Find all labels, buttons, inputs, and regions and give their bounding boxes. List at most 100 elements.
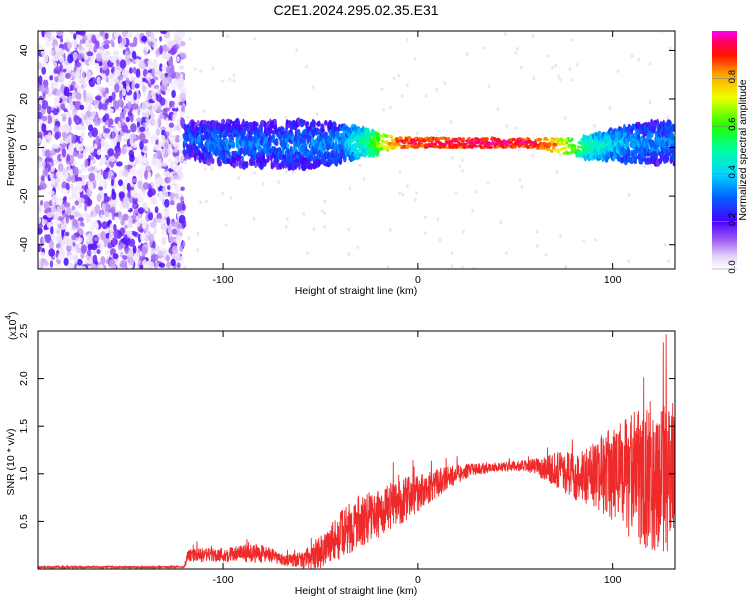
noise-blob bbox=[155, 128, 161, 136]
noise-blob bbox=[45, 149, 51, 158]
signal-mark bbox=[447, 137, 450, 141]
noise-blob bbox=[75, 92, 82, 100]
noise-blob bbox=[91, 127, 99, 138]
noise-blob bbox=[94, 204, 101, 214]
noise-blob bbox=[627, 193, 631, 197]
noise-blob bbox=[168, 57, 174, 66]
signal-mark bbox=[230, 135, 234, 140]
noise-blob bbox=[57, 31, 64, 37]
noise-blob bbox=[61, 175, 67, 182]
noise-blob bbox=[68, 154, 75, 165]
signal-mark bbox=[580, 145, 583, 149]
noise-blob bbox=[150, 197, 158, 205]
noise-blob bbox=[487, 84, 491, 89]
noise-blob bbox=[82, 70, 86, 79]
noise-blob bbox=[56, 197, 63, 206]
noise-blob bbox=[60, 103, 66, 111]
colorbar-ticks: 0.0 0.2 0.4 0.6 0.8 bbox=[712, 70, 738, 274]
noise-blob bbox=[405, 37, 409, 42]
y-tick-label: 2.0 bbox=[18, 371, 30, 386]
noise-blob bbox=[94, 172, 101, 182]
noise-blob bbox=[73, 255, 78, 264]
noise-blob bbox=[71, 193, 77, 200]
noise-blob bbox=[210, 166, 214, 171]
y-tick-label: -40 bbox=[18, 237, 30, 252]
snr-series-line bbox=[38, 334, 675, 569]
noise-blob bbox=[67, 53, 74, 64]
noise-blob bbox=[92, 159, 96, 164]
noise-blob bbox=[122, 213, 129, 221]
noise-blob bbox=[347, 252, 351, 256]
noise-blob bbox=[323, 225, 326, 230]
noise-blob bbox=[627, 259, 630, 264]
noise-blob bbox=[45, 85, 49, 95]
noise-blob bbox=[499, 220, 502, 225]
noise-blob bbox=[535, 229, 539, 234]
signal-mark bbox=[561, 138, 564, 143]
signal-mark bbox=[390, 135, 394, 139]
noise-blob bbox=[163, 46, 170, 52]
noise-blob bbox=[503, 32, 507, 36]
noise-blob bbox=[108, 118, 114, 126]
noise-blob bbox=[57, 253, 64, 261]
noise-blob bbox=[38, 75, 43, 85]
noise-blob bbox=[130, 123, 137, 133]
noise-blob bbox=[147, 212, 154, 221]
signal-mark bbox=[254, 127, 259, 133]
noise-blob bbox=[90, 182, 94, 188]
noise-blob bbox=[143, 263, 149, 269]
signal-mark bbox=[250, 130, 254, 135]
noise-blob bbox=[435, 87, 438, 92]
spectrogram-frame bbox=[37, 30, 676, 270]
noise-blob bbox=[165, 255, 170, 262]
noise-blob bbox=[551, 65, 554, 70]
noise-blob bbox=[663, 243, 667, 247]
noise-blob bbox=[79, 77, 86, 85]
noise-blob bbox=[424, 215, 427, 220]
noise-blob bbox=[50, 166, 56, 172]
noise-blob bbox=[531, 34, 535, 38]
noise-blob bbox=[156, 176, 164, 186]
noise-blob bbox=[149, 91, 156, 97]
noise-blob bbox=[169, 100, 175, 108]
noise-blob bbox=[285, 217, 289, 221]
noise-blob bbox=[660, 31, 663, 34]
noise-blob bbox=[532, 76, 536, 81]
noise-blob bbox=[193, 67, 197, 71]
noise-blob bbox=[51, 177, 56, 186]
noise-blob bbox=[386, 265, 390, 269]
noise-blob bbox=[454, 191, 458, 195]
noise-blob bbox=[145, 42, 150, 53]
noise-blob bbox=[113, 229, 119, 239]
noise-blob bbox=[63, 257, 69, 266]
svg-text:(x104): (x104) bbox=[4, 312, 19, 340]
noise-blob bbox=[382, 108, 386, 112]
noise-blob bbox=[179, 31, 184, 39]
noise-blob bbox=[132, 191, 138, 199]
signal-mark bbox=[311, 129, 316, 138]
noise-blob bbox=[196, 248, 200, 252]
noise-blob bbox=[315, 112, 319, 116]
noise-blob bbox=[122, 182, 126, 192]
noise-blob bbox=[643, 165, 646, 169]
signal-mark bbox=[511, 137, 516, 142]
spectrogram-marks bbox=[38, 31, 675, 269]
noise-blob bbox=[229, 196, 233, 200]
noise-blob bbox=[83, 114, 88, 120]
noise-blob bbox=[80, 221, 84, 227]
signal-mark bbox=[332, 121, 337, 129]
noise-blob bbox=[171, 90, 176, 98]
x-tick-label: 100 bbox=[604, 574, 622, 586]
signal-mark bbox=[320, 128, 325, 133]
noise-blob bbox=[100, 209, 105, 216]
noise-blob bbox=[132, 142, 138, 149]
signal-mark bbox=[672, 150, 675, 158]
noise-blob bbox=[320, 208, 324, 213]
noise-blob bbox=[109, 55, 117, 64]
signal-mark bbox=[254, 163, 257, 169]
noise-blob bbox=[116, 134, 122, 143]
noise-blob bbox=[158, 142, 165, 148]
noise-blob bbox=[68, 95, 73, 103]
noise-blob bbox=[136, 120, 141, 129]
